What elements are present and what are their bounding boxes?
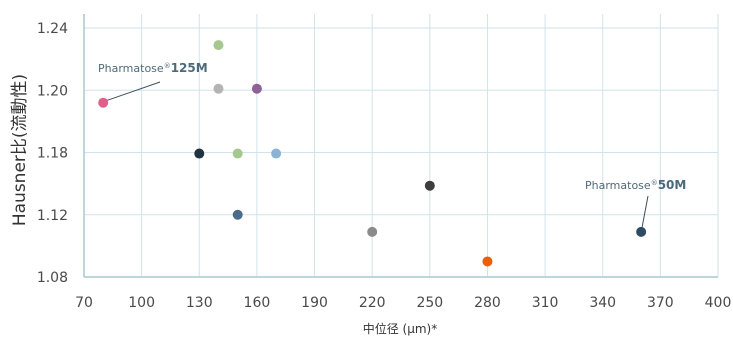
x-tick-label: 220 — [359, 295, 386, 311]
x-tick-label: 250 — [416, 295, 443, 311]
data-point — [636, 226, 647, 237]
data-point — [232, 209, 243, 220]
annotation-125m-prefix: Pharmatose — [98, 62, 164, 75]
data-point — [194, 148, 205, 159]
y-tick-labels: 1.08 1.12 1.18 1.20 1.24 — [37, 21, 68, 286]
data-points — [98, 40, 647, 267]
y-tick-label: 1.12 — [37, 208, 68, 224]
annotation-125m: Pharmatose®125M — [98, 61, 208, 75]
y-axis-label: Hausner比(流動性) — [10, 74, 30, 226]
x-tick-label: 310 — [532, 295, 559, 311]
data-point — [232, 148, 243, 159]
annotation-50m-model: 50M — [658, 178, 687, 192]
x-tick-label: 190 — [301, 295, 328, 311]
data-point — [213, 40, 224, 51]
y-tick-label: 1.08 — [37, 270, 68, 286]
grid — [84, 14, 719, 278]
x-tick-label: 340 — [589, 295, 616, 311]
data-point — [251, 83, 262, 94]
annotation-125m-mark: ® — [164, 62, 171, 70]
x-tick-label: 370 — [647, 295, 674, 311]
x-tick-label: 400 — [705, 295, 732, 311]
annotation-125m-model: 125M — [171, 61, 208, 75]
data-point — [482, 256, 493, 267]
data-point — [98, 97, 109, 108]
x-axis-label: 中位径 (µm)* — [363, 321, 438, 336]
x-tick-label: 70 — [75, 295, 93, 311]
annotation-leader-125m — [106, 81, 161, 102]
annotation-50m-mark: ® — [651, 179, 658, 187]
x-tick-label: 100 — [128, 295, 155, 311]
annotation-leader-50m — [641, 195, 649, 227]
x-tick-label: 130 — [186, 295, 213, 311]
x-tick-label: 280 — [474, 295, 501, 311]
axes — [83, 14, 718, 278]
y-tick-label: 1.18 — [37, 146, 68, 162]
x-tick-label: 160 — [244, 295, 271, 311]
annotation-50m-prefix: Pharmatose — [585, 179, 651, 192]
data-point — [271, 148, 282, 159]
data-point — [367, 226, 378, 237]
annotation-50m: Pharmatose®50M — [585, 178, 686, 192]
annotation-leaders — [106, 81, 649, 227]
y-tick-label: 1.24 — [37, 21, 68, 37]
data-point — [424, 180, 435, 191]
y-tick-label: 1.20 — [37, 83, 68, 99]
data-point — [213, 83, 224, 94]
x-tick-labels: 70 100 130 160 190 220 250 280 310 340 370 400 — [75, 295, 731, 311]
